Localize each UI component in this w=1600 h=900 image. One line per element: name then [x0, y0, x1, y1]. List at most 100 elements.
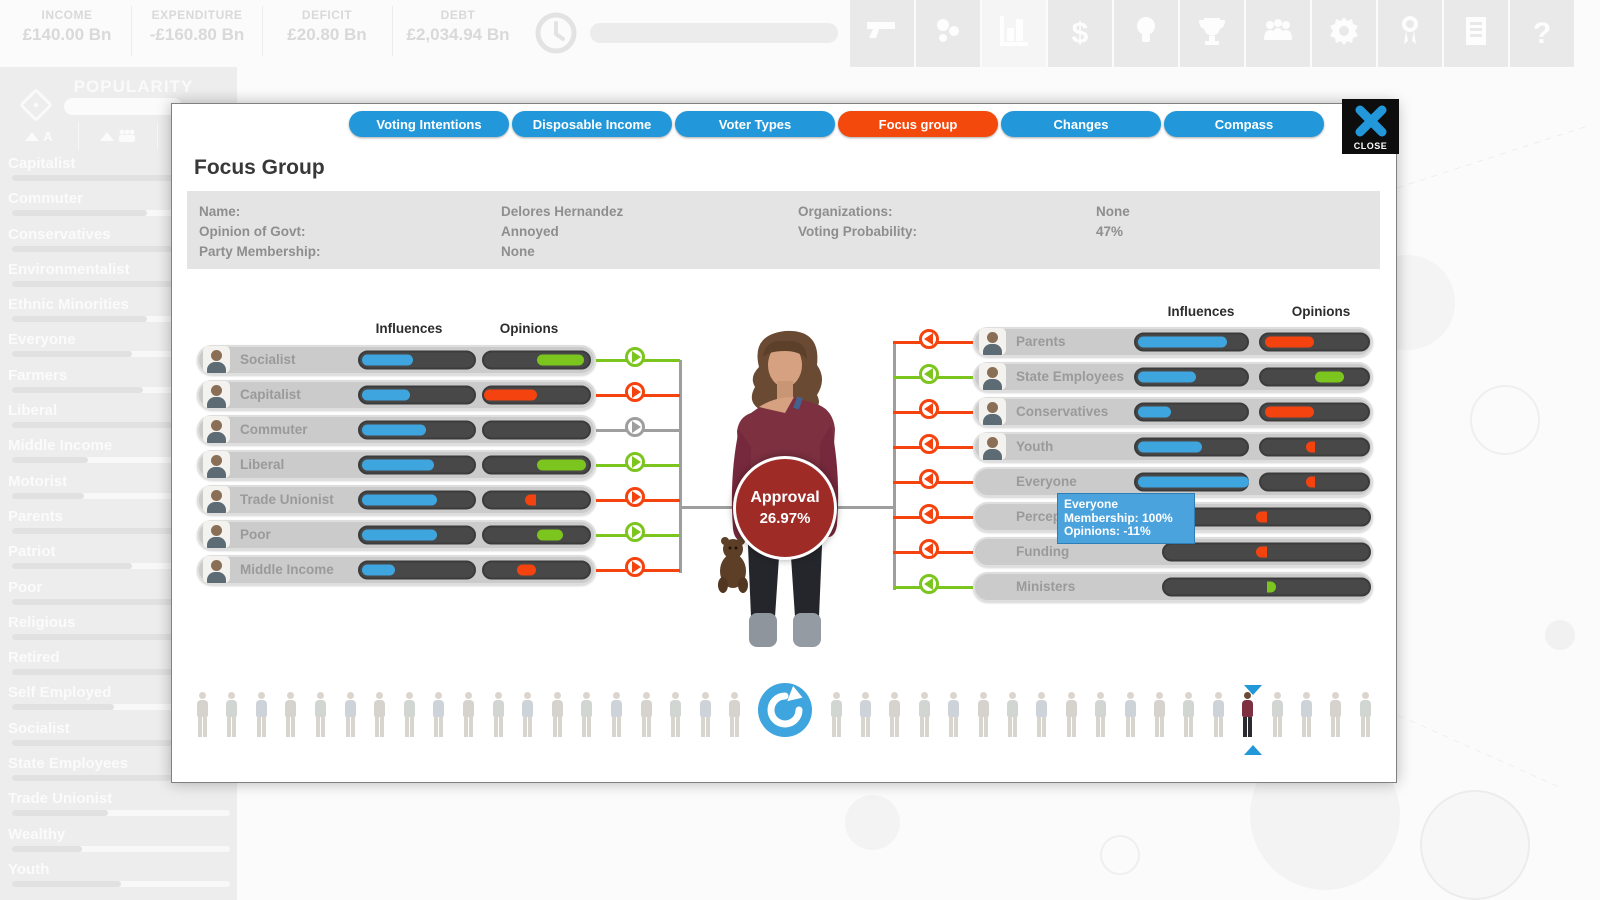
sidebar-item-retired[interactable]: Retired [0, 647, 237, 682]
member-figure[interactable] [1004, 692, 1020, 740]
group-row-capitalist[interactable]: Capitalist [197, 380, 596, 410]
group-row-socialist[interactable]: Socialist [197, 345, 596, 375]
tab-changes[interactable]: Changes [1001, 111, 1161, 137]
member-figure[interactable] [916, 692, 932, 740]
group-label: Socialist [240, 352, 296, 367]
political-capital-toolbar-button[interactable] [1378, 0, 1442, 67]
sort-popularity-button[interactable] [79, 122, 158, 150]
member-figure[interactable] [857, 692, 873, 740]
group-row-ministers[interactable]: Ministers [973, 572, 1373, 602]
sidebar-item-religious[interactable]: Religious [0, 612, 237, 647]
member-figure[interactable] [520, 692, 536, 740]
member-figure[interactable] [194, 692, 210, 740]
sidebar-item-poor[interactable]: Poor [0, 577, 237, 612]
voter-groups-toolbar-button[interactable] [1246, 0, 1310, 67]
group-row-conservatives[interactable]: Conservatives [973, 397, 1373, 427]
sidebar-item-patriot[interactable]: Patriot [0, 541, 237, 576]
sidebar-item-everyone[interactable]: Everyone [0, 329, 237, 364]
sidebar-item-commuter[interactable]: Commuter [0, 188, 237, 223]
group-row-poor[interactable]: Poor [197, 520, 596, 550]
member-figure[interactable] [1034, 692, 1050, 740]
member-figure[interactable] [975, 692, 991, 740]
member-figure[interactable] [946, 692, 962, 740]
member-figure[interactable] [253, 692, 269, 740]
sidebar-item-ethnic-minorities[interactable]: Ethnic Minorities [0, 294, 237, 329]
settings-toolbar-button[interactable] [1312, 0, 1376, 67]
member-figure[interactable] [1210, 692, 1226, 740]
member-figure[interactable] [1298, 692, 1314, 740]
organizations-label: Organizations: [798, 204, 893, 219]
member-figure[interactable] [431, 692, 447, 740]
group-row-state-employees[interactable]: State Employees [973, 362, 1373, 392]
sidebar-item-parents[interactable]: Parents [0, 506, 237, 541]
finance-toolbar-button[interactable]: $ [1048, 0, 1112, 67]
tab-compass[interactable]: Compass [1164, 111, 1324, 137]
group-row-parents[interactable]: Parents [973, 327, 1373, 357]
polls-chart-toolbar-button[interactable] [982, 0, 1046, 67]
group-row-liberal[interactable]: Liberal [197, 450, 596, 480]
member-figure[interactable] [401, 692, 417, 740]
popularity-slider[interactable] [64, 98, 182, 115]
tab-voting-intentions[interactable]: Voting Intentions [349, 111, 509, 137]
member-figure[interactable] [490, 692, 506, 740]
ideas-toolbar-button[interactable] [1114, 0, 1178, 67]
sidebar-item-environmentalist[interactable]: Environmentalist [0, 259, 237, 294]
member-figure[interactable] [549, 692, 565, 740]
tab-disposable-income[interactable]: Disposable Income [512, 111, 672, 137]
firearms-toolbar-button[interactable] [850, 0, 914, 67]
selected-member-marker-bottom [1244, 745, 1262, 755]
member-figure[interactable] [1269, 692, 1285, 740]
sidebar-item-motorist[interactable]: Motorist [0, 471, 237, 506]
member-figure[interactable] [887, 692, 903, 740]
member-figure[interactable] [1328, 692, 1344, 740]
close-button[interactable]: CLOSE [1342, 99, 1399, 154]
arrow-right-icon [625, 557, 645, 577]
group-row-youth[interactable]: Youth [973, 432, 1373, 462]
member-figure[interactable] [1357, 692, 1373, 740]
member-figure[interactable] [668, 692, 684, 740]
member-figure[interactable] [1122, 692, 1138, 740]
member-figure[interactable] [1151, 692, 1167, 740]
group-row-funding[interactable]: Funding [973, 537, 1373, 567]
member-figure[interactable] [697, 692, 713, 740]
sort-arrow-icon [25, 131, 40, 141]
sidebar-item-self-employed[interactable]: Self Employed [0, 682, 237, 717]
group-row-commuter[interactable]: Commuter [197, 415, 596, 445]
tab-voter-types[interactable]: Voter Types [675, 111, 835, 137]
member-figure[interactable] [224, 692, 240, 740]
member-figure[interactable] [579, 692, 595, 740]
sidebar-item-trade-unionist[interactable]: Trade Unionist [0, 788, 237, 823]
sort-alphabetical-button[interactable]: A [0, 122, 79, 150]
situations-toolbar-button[interactable] [916, 0, 980, 67]
member-figure[interactable] [1093, 692, 1109, 740]
refresh-focus-group-button[interactable] [758, 683, 812, 737]
member-figure[interactable] [312, 692, 328, 740]
member-figure[interactable] [828, 692, 844, 740]
sidebar-item-youth[interactable]: Youth [0, 859, 237, 894]
turn-clock-icon[interactable] [534, 11, 578, 60]
member-figure[interactable] [460, 692, 476, 740]
sidebar-item-conservatives[interactable]: Conservatives [0, 224, 237, 259]
sidebar-item-state-employees[interactable]: State Employees [0, 753, 237, 788]
member-figure[interactable] [1063, 692, 1079, 740]
group-row-trade-unionist[interactable]: Trade Unionist [197, 485, 596, 515]
member-figure[interactable] [638, 692, 654, 740]
sidebar-item-farmers[interactable]: Farmers [0, 365, 237, 400]
sidebar-item-socialist[interactable]: Socialist [0, 718, 237, 753]
member-figure[interactable] [727, 692, 743, 740]
member-figure[interactable] [608, 692, 624, 740]
sidebar-item-capitalist[interactable]: Capitalist [0, 153, 237, 188]
sidebar-item-middle-income[interactable]: Middle Income [0, 435, 237, 470]
reports-toolbar-button[interactable] [1444, 0, 1508, 67]
group-row-middle-income[interactable]: Middle Income [197, 555, 596, 585]
achievements-toolbar-button[interactable] [1180, 0, 1244, 67]
member-figure[interactable] [372, 692, 388, 740]
member-figure[interactable] [342, 692, 358, 740]
member-figure[interactable] [1181, 692, 1197, 740]
member-figure[interactable] [283, 692, 299, 740]
member-figure-selected[interactable] [1240, 692, 1256, 740]
sidebar-item-liberal[interactable]: Liberal [0, 400, 237, 435]
tab-focus-group[interactable]: Focus group [838, 111, 998, 137]
sidebar-item-wealthy[interactable]: Wealthy [0, 824, 237, 859]
help-toolbar-button[interactable]: ? [1510, 0, 1574, 67]
